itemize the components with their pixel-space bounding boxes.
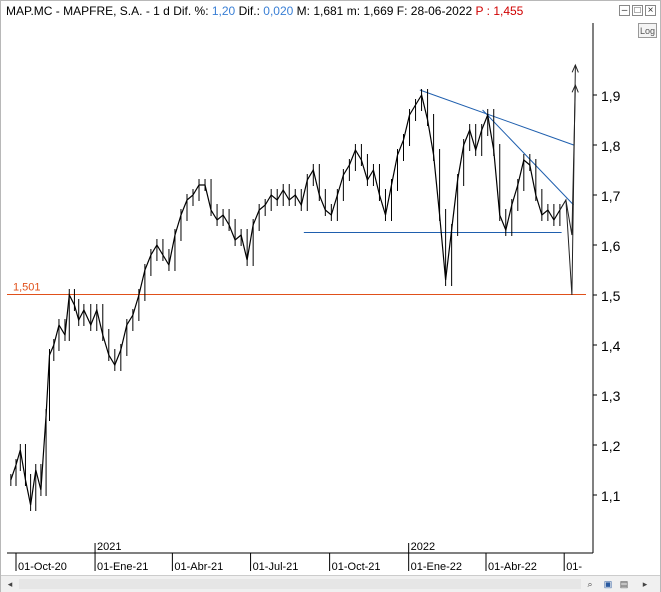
log-scale-button[interactable]: Log	[638, 23, 657, 38]
save-icon[interactable]: ▣	[603, 579, 613, 589]
x-tick-label: 01-Abr-22	[488, 561, 537, 573]
symbol-name: MAP.MC - MAPFRE, S.A.	[6, 4, 143, 18]
x-tick-label: 01-Oct-21	[332, 561, 381, 573]
bottom-scrollbar-bar: ◂ ⌕ ▣ ▤ ▸	[1, 575, 660, 592]
close-icon[interactable]: ×	[645, 5, 656, 16]
y-tick-label: 1,2	[601, 438, 621, 454]
price-chart: 1,1 1,2 1,3 1,4 1,5 1,6 1,7 1,8 1,9 01-Oct-20 01-E…	[7, 23, 621, 573]
horizontal-scrollbar[interactable]	[19, 579, 581, 589]
y-tick-label: 1,5	[601, 288, 621, 304]
projection-arrow-lower	[559, 64, 576, 296]
x-tick-label: 01-Jul-21	[253, 561, 299, 573]
y-tick-label: 1,8	[601, 138, 621, 154]
x-tick-label: 01-Ene-21	[97, 561, 148, 573]
price-value: 1,455	[493, 4, 524, 18]
year-marker-label: 2022	[411, 541, 435, 553]
date-label: F:	[396, 4, 408, 18]
y-tick-label: 1,7	[601, 188, 621, 204]
price-label: P :	[475, 4, 490, 18]
print-icon[interactable]: ▤	[619, 579, 629, 589]
scroll-right-icon[interactable]: ▸	[642, 579, 648, 589]
price-line	[10, 93, 561, 506]
title-text: MAP.MC - MAPFRE, S.A. - 1 d Dif. %: 1,20…	[6, 4, 523, 18]
title-bar: MAP.MC - MAPFRE, S.A. - 1 d Dif. %: 1,20…	[1, 1, 660, 22]
x-tick-label: 01-Oct-20	[18, 561, 67, 573]
y-tick-label: 1,9	[601, 88, 621, 104]
date-value: 28-06-2022	[410, 4, 473, 18]
x-tick-label: 01-Ene-22	[411, 561, 462, 573]
maximize-icon[interactable]: □	[632, 5, 643, 16]
max-label: M:	[296, 4, 310, 18]
x-tick-label: 01-Abr-21	[174, 561, 223, 573]
reference-line-label: 1,501	[13, 282, 41, 294]
dif-value: 0,020	[263, 4, 294, 18]
trendline-upper	[419, 89, 574, 146]
dif-pct-label: Dif. %:	[173, 4, 209, 18]
y-tick-label: 1,4	[601, 338, 621, 354]
min-label: m:	[346, 4, 361, 18]
y-tick-label: 1,3	[601, 388, 621, 404]
dif-label: Dif.:	[238, 4, 260, 18]
max-value: 1,681	[313, 4, 344, 18]
minimize-icon[interactable]: –	[619, 5, 630, 16]
dif-pct-value: 1,20	[211, 4, 236, 18]
symbol-sep: -	[145, 4, 150, 18]
projection-arrow-lower-head	[571, 63, 579, 73]
period-label: 1 d	[153, 4, 170, 18]
y-tick-label: 1,1	[601, 488, 621, 504]
x-tick-label: 01-	[566, 561, 582, 573]
min-value: 1,669	[363, 4, 394, 18]
scroll-left-icon[interactable]: ◂	[7, 579, 13, 589]
y-tick-label: 1,6	[601, 238, 621, 254]
zoom-icon[interactable]: ⌕	[587, 579, 593, 589]
year-marker-label: 2021	[97, 541, 121, 553]
trendline-lower	[482, 109, 575, 206]
